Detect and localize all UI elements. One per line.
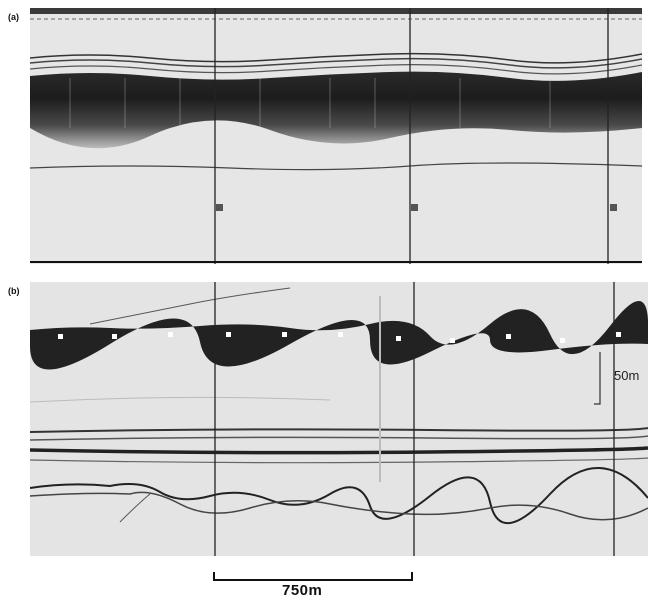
seismic-record-a xyxy=(30,8,642,264)
horizontal-scale-label: 750m xyxy=(282,582,323,599)
seismic-record-b-image xyxy=(30,282,648,556)
panel-a-label: (a) xyxy=(8,12,19,22)
seismic-record-a-image xyxy=(30,8,642,264)
horizontal-scale-bar xyxy=(213,572,413,581)
seismic-record-b xyxy=(30,282,648,556)
panel-b-label: (b) xyxy=(8,286,20,296)
vertical-scale-label: 50m xyxy=(614,368,640,383)
